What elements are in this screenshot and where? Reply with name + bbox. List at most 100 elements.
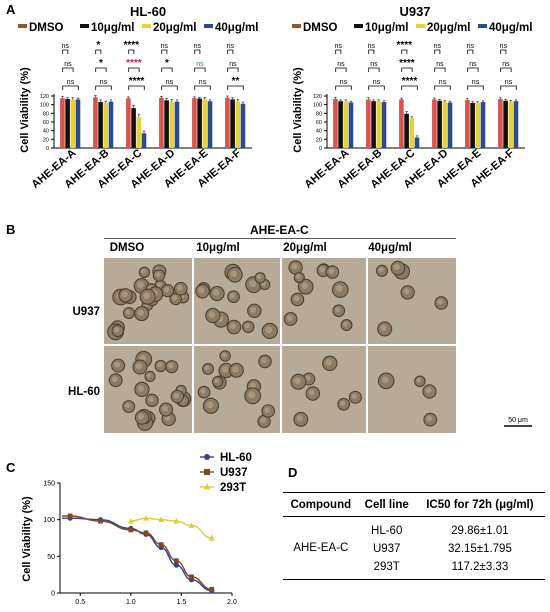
cell-nucleus (229, 323, 236, 330)
cell-nucleus (141, 268, 146, 274)
table-row: U937 32.15±1.795 (283, 540, 545, 558)
significance-label: **** (124, 40, 140, 51)
micrograph-column-label: 10μg/ml (196, 242, 240, 254)
bar (141, 133, 147, 148)
bar (437, 100, 442, 148)
bar (503, 100, 508, 148)
cell-nucleus (221, 366, 229, 373)
y-tick-label: 100 (313, 103, 322, 109)
bar (338, 101, 343, 148)
significance-bracket (434, 67, 446, 72)
cell-nucleus (214, 378, 219, 383)
cell-nucleus (380, 324, 387, 332)
significance-bracket (128, 49, 135, 54)
header-cell-line: Cell line (358, 492, 415, 517)
header-ic50: IC50 for 72h (μg/ml) (414, 492, 545, 517)
header-compound: Compound (283, 492, 359, 517)
bar (475, 102, 481, 148)
significance-label: ns (502, 61, 510, 68)
significance-label: ns (373, 79, 381, 86)
bar (136, 117, 142, 148)
legend-swatch (416, 24, 425, 28)
significance-bracket (194, 85, 211, 90)
significance-label: ns (64, 61, 72, 68)
chart-title: HL-60 (130, 4, 166, 19)
panel-b-title-line (104, 238, 456, 239)
y-tick-label: 100 (43, 517, 55, 524)
legend-marker (204, 454, 210, 460)
cell-nucleus (198, 287, 205, 294)
cell-nucleus (286, 315, 293, 321)
bar (93, 97, 98, 148)
ic50-cell: 29.86±1.01 (451, 525, 509, 537)
cell-nucleus (393, 264, 400, 271)
legend-swatch (354, 24, 363, 28)
cell-nucleus (206, 401, 214, 409)
panel-b-title: AHE-EA-C (250, 223, 309, 237)
significance-bracket (62, 85, 79, 90)
significance-bracket (95, 85, 112, 90)
cell-nucleus (121, 291, 128, 298)
cell-nucleus (163, 286, 170, 293)
significance-label: ns (469, 61, 477, 68)
cell-nucleus (176, 284, 183, 291)
x-tick-label: 2.0 (227, 599, 237, 606)
data-point (173, 562, 179, 568)
bar (197, 98, 202, 148)
cell-nucleus (325, 359, 333, 366)
scale-bar-label: 50 μm (508, 417, 528, 424)
legend-swatch (204, 24, 213, 28)
significance-label: ns (368, 43, 376, 50)
legend-swatch (80, 24, 89, 28)
bar (343, 101, 349, 148)
cell-nucleus (137, 385, 145, 392)
cell-nucleus (168, 362, 174, 369)
y-tick-label: 100 (40, 103, 49, 109)
y-tick-label: 40 (43, 129, 49, 135)
significance-bracket (95, 49, 102, 54)
data-point (158, 542, 164, 547)
micrograph-column-label: DMSO (109, 242, 145, 254)
bar (108, 101, 114, 148)
x-tick-label: 1.0 (126, 599, 136, 606)
significance-label: ns (337, 61, 345, 68)
cell-nucleus (381, 376, 389, 384)
bar (470, 102, 475, 148)
significance-bracket (161, 85, 178, 90)
cell-nucleus (296, 274, 301, 279)
significance-label: ns (194, 43, 202, 50)
panel-c-letter: C (6, 460, 16, 475)
significance-bracket (467, 85, 484, 90)
bar (70, 99, 76, 148)
data-point (188, 522, 195, 528)
cell-nucleus (437, 299, 444, 305)
significance-label: ns (166, 79, 174, 86)
y-tick-label: 60 (43, 120, 49, 126)
cell-nucleus (294, 377, 301, 385)
significance-label: **** (397, 40, 413, 51)
significance-label: ns (467, 43, 475, 50)
significance-bracket (500, 49, 507, 54)
table-row: AHE-EA-C HL-60 29.86±1.01 (283, 516, 545, 580)
data-point (209, 586, 215, 592)
significance-bracket (368, 85, 385, 90)
cell-nucleus (425, 387, 432, 394)
x-tick-label: 1.5 (177, 599, 187, 606)
y-axis-label: Cell Viability (%) (19, 67, 31, 153)
bar (60, 98, 65, 148)
panel-a-letter: A (6, 2, 16, 17)
table-row: 293T 117.2±3.33 (283, 558, 545, 580)
fit-curve (130, 517, 212, 539)
significance-bracket (335, 49, 342, 54)
legend-marker (203, 483, 211, 490)
significance-label: ns (500, 43, 508, 50)
bar (513, 101, 519, 148)
significance-bracket (368, 67, 380, 72)
significance-label: ns (67, 79, 75, 86)
significance-bracket (467, 49, 474, 54)
legend-label: 293T (220, 482, 246, 494)
significance-bracket (161, 67, 173, 72)
significance-label: ns (100, 79, 108, 86)
significance-bracket (128, 67, 140, 72)
cell-line-cell: U937 (372, 543, 401, 555)
